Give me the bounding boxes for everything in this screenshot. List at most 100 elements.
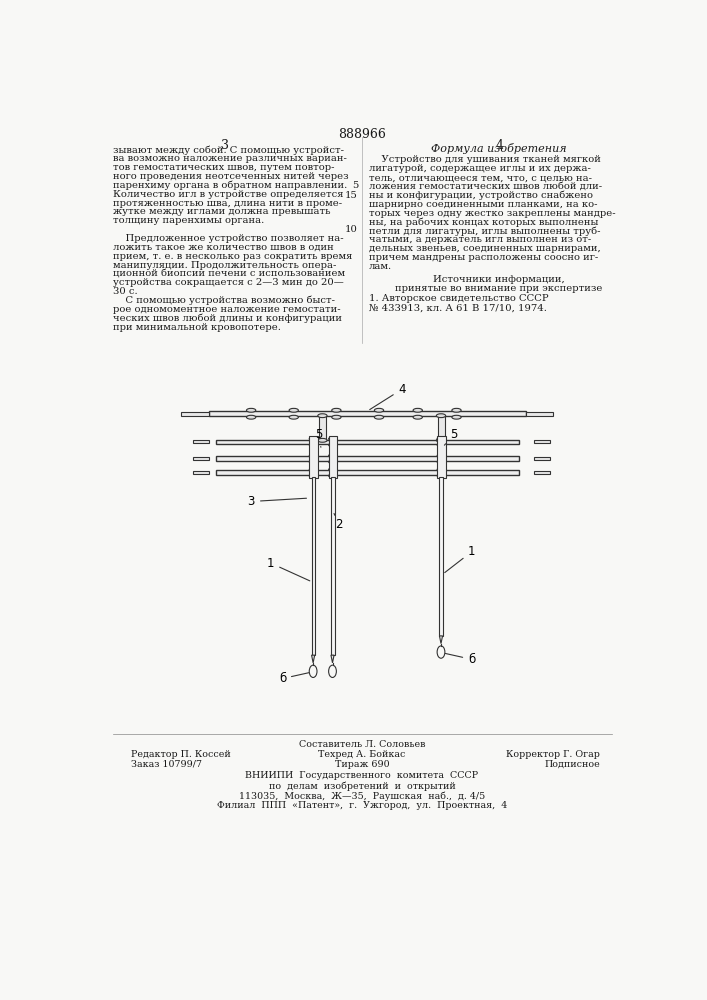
- Text: устройства сокращается с 2—3 мин до 20—: устройства сокращается с 2—3 мин до 20—: [113, 278, 344, 287]
- Ellipse shape: [332, 415, 341, 419]
- Ellipse shape: [247, 408, 256, 412]
- Text: чатыми, а держатель игл выполнен из от-: чатыми, а держатель игл выполнен из от-: [369, 235, 591, 244]
- Bar: [320, 416, 327, 440]
- Text: С помощью устройства возможно быст-: С помощью устройства возможно быст-: [113, 296, 335, 305]
- Text: ны, на рабочих концах которых выполнены: ны, на рабочих концах которых выполнены: [369, 217, 598, 227]
- Text: ложить такое же количество швов в один: ложить такое же количество швов в один: [113, 243, 334, 252]
- Text: б: б: [445, 653, 475, 666]
- Bar: [329, 436, 337, 478]
- Text: шарнирно соединенными планками, на ко-: шарнирно соединенными планками, на ко-: [369, 200, 597, 209]
- Ellipse shape: [437, 474, 445, 477]
- Ellipse shape: [332, 408, 341, 412]
- Text: толщину паренхимы органа.: толщину паренхимы органа.: [113, 216, 264, 225]
- Ellipse shape: [309, 437, 317, 441]
- Bar: [216, 440, 518, 444]
- Ellipse shape: [317, 438, 327, 442]
- Ellipse shape: [329, 460, 337, 464]
- Ellipse shape: [437, 460, 445, 464]
- Text: 1: 1: [267, 557, 310, 581]
- Bar: [526, 412, 554, 416]
- Text: ва возможно наложение различных вариан-: ва возможно наложение различных вариан-: [113, 154, 347, 163]
- Text: Техред А. Бойкас: Техред А. Бойкас: [318, 750, 406, 759]
- Text: Формула изобретения: Формула изобретения: [431, 143, 567, 154]
- Text: 3: 3: [247, 495, 306, 508]
- Bar: [331, 477, 335, 655]
- Text: 3: 3: [221, 139, 229, 152]
- Polygon shape: [331, 655, 334, 663]
- Text: зывают между собой. С помощью устройст-: зывают между собой. С помощью устройст-: [113, 145, 344, 155]
- Text: 15: 15: [345, 191, 358, 200]
- Text: Заказ 10799/7: Заказ 10799/7: [131, 760, 202, 769]
- Text: ны и конфигурации, устройство снабжено: ны и конфигурации, устройство снабжено: [369, 191, 593, 200]
- Ellipse shape: [437, 443, 445, 447]
- Text: Предложенное устройство позволяет на-: Предложенное устройство позволяет на-: [113, 234, 344, 243]
- Text: 1: 1: [445, 545, 476, 573]
- Ellipse shape: [329, 437, 337, 441]
- Text: ческих швов любой длины и конфигурации: ческих швов любой длины и конфигурации: [113, 314, 342, 323]
- Text: 5: 5: [445, 428, 457, 445]
- Text: 4: 4: [370, 383, 406, 410]
- Text: рое одномоментное наложение гемостати-: рое одномоментное наложение гемостати-: [113, 305, 341, 314]
- Bar: [534, 457, 549, 460]
- Ellipse shape: [329, 474, 337, 477]
- Bar: [309, 436, 317, 478]
- Text: жутке между иглами должна превышать: жутке между иглами должна превышать: [113, 207, 331, 216]
- Text: Количество игл в устройстве определяется: Количество игл в устройстве определяется: [113, 190, 344, 199]
- Bar: [193, 471, 209, 474]
- Text: Составитель Л. Соловьев: Составитель Л. Соловьев: [298, 740, 425, 749]
- Ellipse shape: [289, 408, 298, 412]
- Text: Корректор Г. Огар: Корректор Г. Огар: [506, 750, 600, 759]
- Ellipse shape: [289, 415, 298, 419]
- Polygon shape: [312, 655, 315, 663]
- Text: 5: 5: [351, 181, 358, 190]
- Ellipse shape: [309, 468, 317, 471]
- Text: ционной биопсии печени с использованием: ционной биопсии печени с использованием: [113, 269, 345, 278]
- Ellipse shape: [309, 474, 317, 477]
- Text: Редактор П. Коссей: Редактор П. Коссей: [131, 750, 230, 759]
- Text: ного проведения неотсеченных нитей через: ного проведения неотсеченных нитей через: [113, 172, 349, 181]
- Text: при минимальной кровопотере.: при минимальной кровопотере.: [113, 323, 281, 332]
- Bar: [440, 477, 443, 636]
- Bar: [312, 477, 315, 655]
- Bar: [438, 416, 445, 440]
- Text: торых через одну жестко закреплены мандре-: торых через одну жестко закреплены мандр…: [369, 209, 616, 218]
- Text: Филиал  ППП  «Патент»,  г.  Ужгород,  ул.  Проектная,  4: Филиал ППП «Патент», г. Ужгород, ул. Про…: [217, 801, 507, 810]
- Ellipse shape: [329, 454, 337, 457]
- Ellipse shape: [436, 438, 445, 442]
- Ellipse shape: [413, 415, 422, 419]
- Ellipse shape: [452, 408, 461, 412]
- Text: лам.: лам.: [369, 262, 392, 271]
- Text: б: б: [279, 672, 309, 685]
- Ellipse shape: [309, 460, 317, 464]
- Text: Подписное: Подписное: [544, 760, 600, 769]
- Bar: [216, 470, 518, 475]
- Ellipse shape: [437, 468, 445, 471]
- Text: 888966: 888966: [338, 128, 386, 141]
- Ellipse shape: [317, 414, 327, 418]
- Ellipse shape: [329, 468, 337, 471]
- Bar: [534, 471, 549, 474]
- Bar: [182, 412, 209, 416]
- Text: прием, т. е. в несколько раз сократить время: прием, т. е. в несколько раз сократить в…: [113, 252, 353, 261]
- Text: 4: 4: [495, 139, 503, 152]
- Text: 5: 5: [315, 428, 322, 447]
- Bar: [216, 456, 518, 461]
- Ellipse shape: [437, 437, 445, 441]
- Text: Тираж 690: Тираж 690: [334, 760, 390, 769]
- Ellipse shape: [374, 408, 384, 412]
- Bar: [437, 436, 445, 478]
- Text: № 433913, кл. А 61 В 17/10, 1974.: № 433913, кл. А 61 В 17/10, 1974.: [369, 303, 547, 312]
- Text: 1. Авторское свидетельство СССР: 1. Авторское свидетельство СССР: [369, 294, 549, 303]
- Text: 30 с.: 30 с.: [113, 287, 138, 296]
- Text: Источники информации,: Источники информации,: [433, 275, 565, 284]
- Ellipse shape: [309, 454, 317, 457]
- Text: 10: 10: [345, 225, 358, 234]
- Text: причем мандрены расположены соосно иг-: причем мандрены расположены соосно иг-: [369, 253, 598, 262]
- Ellipse shape: [437, 454, 445, 457]
- Text: принятые во внимание при экспертизе: принятые во внимание при экспертизе: [395, 284, 603, 293]
- Ellipse shape: [247, 415, 256, 419]
- Text: ВНИИПИ  Государственного  комитета  СССР: ВНИИПИ Государственного комитета СССР: [245, 771, 479, 780]
- Bar: [209, 411, 526, 416]
- Ellipse shape: [413, 408, 422, 412]
- Text: протяженностью шва, длина нити в проме-: протяженностью шва, длина нити в проме-: [113, 199, 342, 208]
